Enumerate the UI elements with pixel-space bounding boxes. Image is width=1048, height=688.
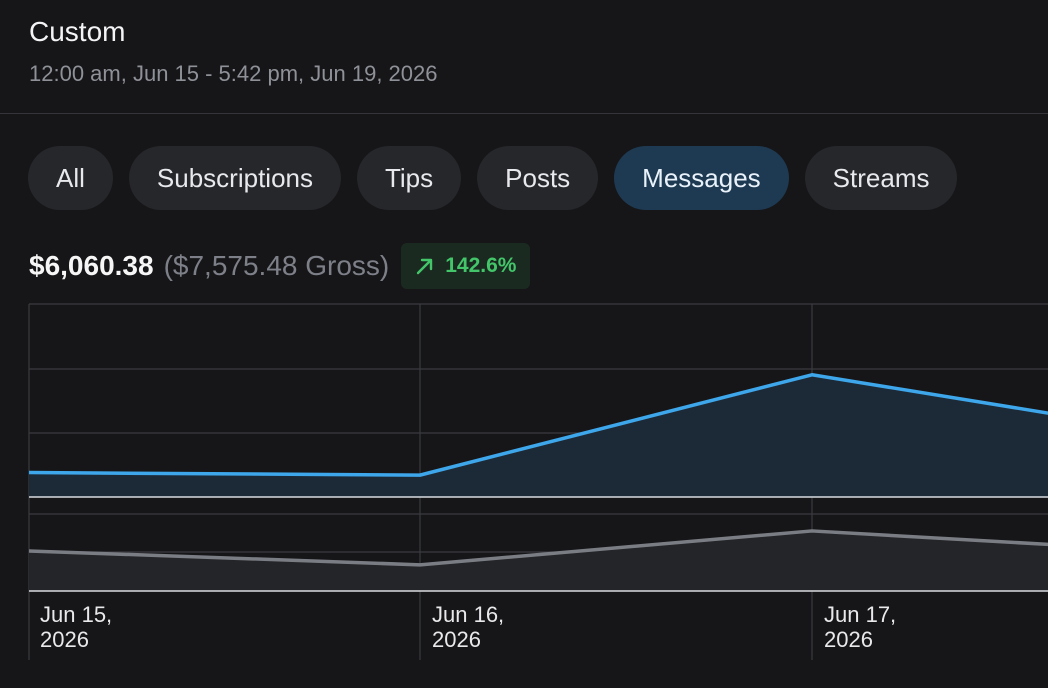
chart-grid — [28, 303, 1048, 660]
secondary-area-fill — [29, 530, 1048, 591]
page-title: Custom — [29, 16, 126, 47]
x-tick-label: 2026 — [40, 627, 89, 652]
net-earnings: $6,060.38 — [29, 250, 154, 281]
tab-messages[interactable]: Messages — [614, 146, 789, 210]
secondary-area — [28, 529, 1048, 592]
tab-subscriptions[interactable]: Subscriptions — [128, 146, 341, 210]
tab-posts[interactable]: Posts — [477, 146, 599, 210]
change-badge: 142.6% — [401, 243, 531, 289]
x-tick-label: 2026 — [432, 627, 481, 652]
change-percent: 142.6% — [445, 254, 517, 277]
x-tick-label: Jun 17, — [824, 602, 896, 627]
earnings-line — [28, 373, 1048, 477]
tab-tips[interactable]: Tips — [356, 146, 462, 210]
secondary-line — [28, 529, 1048, 567]
date-range: 12:00 am, Jun 15 - 5:42 pm, Jun 19, 2026 — [29, 61, 438, 86]
x-tick-label: Jun 16, — [432, 602, 504, 627]
earnings-area-fill — [29, 374, 1048, 497]
x-tick-label: Jun 15, — [40, 602, 112, 627]
earnings-area — [28, 373, 1048, 498]
x-tick-label: 2026 — [824, 627, 873, 652]
gross-earnings: ($7,575.48 Gross) — [163, 250, 390, 281]
trend-up-arrow-icon — [417, 258, 433, 275]
earnings-summary: $6,060.38 ($7,575.48 Gross) 142.6% — [29, 243, 531, 289]
tab-all[interactable]: All — [28, 146, 113, 210]
category-tabs: All Subscriptions Tips Posts Messages St… — [28, 146, 958, 210]
tab-streams[interactable]: Streams — [804, 146, 958, 210]
header: Custom 12:00 am, Jun 15 - 5:42 pm, Jun 1… — [0, 0, 1048, 114]
